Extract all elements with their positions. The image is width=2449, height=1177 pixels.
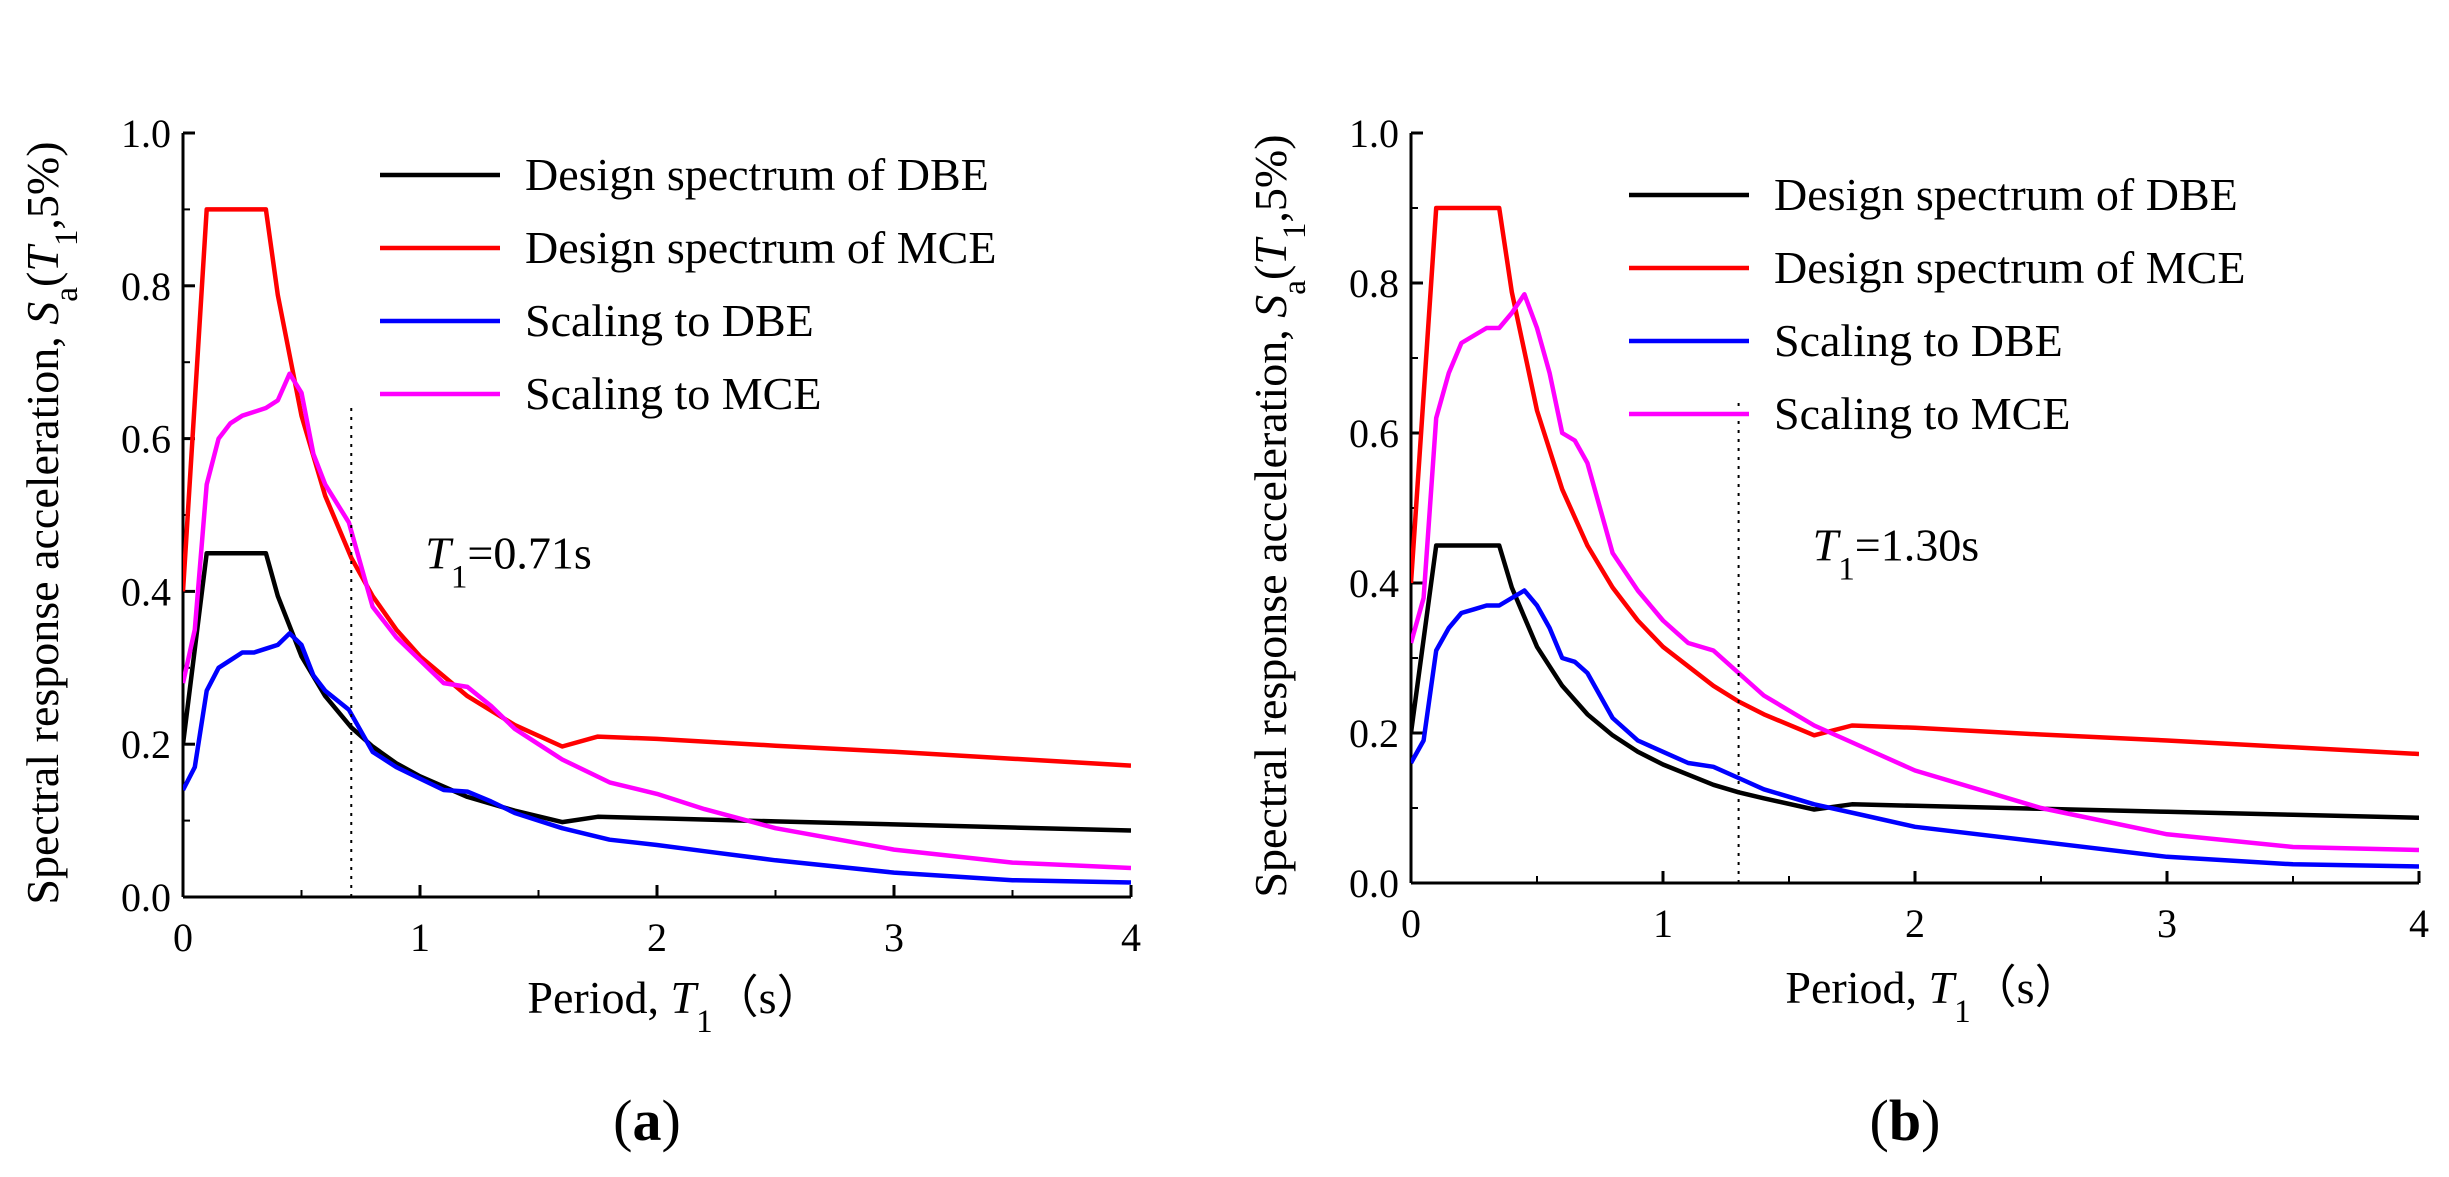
y-tick-label: 0.4: [1349, 561, 1399, 606]
panel-label: (a): [613, 1088, 681, 1153]
panel-label: (b): [1870, 1088, 1941, 1153]
legend-label-3: Scaling to DBE: [525, 295, 814, 346]
x-tick-label: 3: [2157, 901, 2177, 946]
x-tick-label: 4: [2409, 901, 2429, 946]
series-line-4: [1411, 292, 2419, 853]
y-axis-label: Spectral response acceleration, Sa(T1,5%…: [17, 141, 85, 904]
y-axis-label: Spectral response acceleration, Sa(T1,5%…: [1245, 134, 1313, 897]
legend-label-2: Design spectrum of MCE: [1774, 242, 2245, 293]
y-tick-label: 0.0: [1349, 861, 1399, 906]
series-line-2: [183, 207, 1131, 768]
x-axis-label: Period, T1（s）: [1785, 962, 2080, 1030]
x-tick-label: 0: [173, 915, 193, 960]
y-tick-label: 0.6: [121, 417, 171, 462]
x-tick-label: 4: [1121, 915, 1141, 960]
y-tick-label: 0.0: [121, 875, 171, 920]
series-line-4: [183, 371, 1131, 871]
x-tick-label: 2: [647, 915, 667, 960]
y-tick-label: 0.6: [1349, 411, 1399, 456]
series-line-3: [183, 631, 1131, 885]
legend-label-1: Design spectrum of DBE: [525, 149, 989, 200]
legend-label-3: Scaling to DBE: [1774, 315, 2063, 366]
chart-panel-a: 0 1 2 3 4 0.0 0.2 0.4 0.6 0.8 1.0 T1=0.71s Design sp…: [17, 111, 1141, 1153]
x-tick-label: 1: [1653, 901, 1673, 946]
series-line-3: [1411, 588, 2419, 869]
period-annotation: T1=0.71s: [425, 527, 592, 595]
y-tick-label: 0.8: [1349, 261, 1399, 306]
series-line-1: [1411, 543, 2419, 821]
y-tick-label: 0.4: [121, 569, 171, 614]
y-tick-label: 1.0: [121, 111, 171, 156]
period-annotation: T1=1.30s: [1813, 520, 1980, 588]
chart-panel-b: 0 1 2 3 4 0.0 0.2 0.4 0.6 0.8 1.0 T1=1.30s Design sp…: [1245, 111, 2429, 1153]
x-tick-label: 2: [1905, 901, 1925, 946]
series-line-2: [1411, 205, 2419, 757]
y-tick-label: 0.8: [121, 264, 171, 309]
y-tick-label: 1.0: [1349, 111, 1399, 156]
legend-label-2: Design spectrum of MCE: [525, 222, 996, 273]
legend-label-1: Design spectrum of DBE: [1774, 169, 2238, 220]
x-tick-label: 0: [1401, 901, 1421, 946]
y-tick-label: 0.2: [121, 722, 171, 767]
legend-label-4: Scaling to MCE: [1774, 388, 2070, 439]
x-tick-label: 1: [410, 915, 430, 960]
x-axis-label: Period, T1（s）: [527, 972, 822, 1040]
x-tick-label: 3: [884, 915, 904, 960]
legend-label-4: Scaling to MCE: [525, 368, 821, 419]
y-tick-label: 0.2: [1349, 711, 1399, 756]
